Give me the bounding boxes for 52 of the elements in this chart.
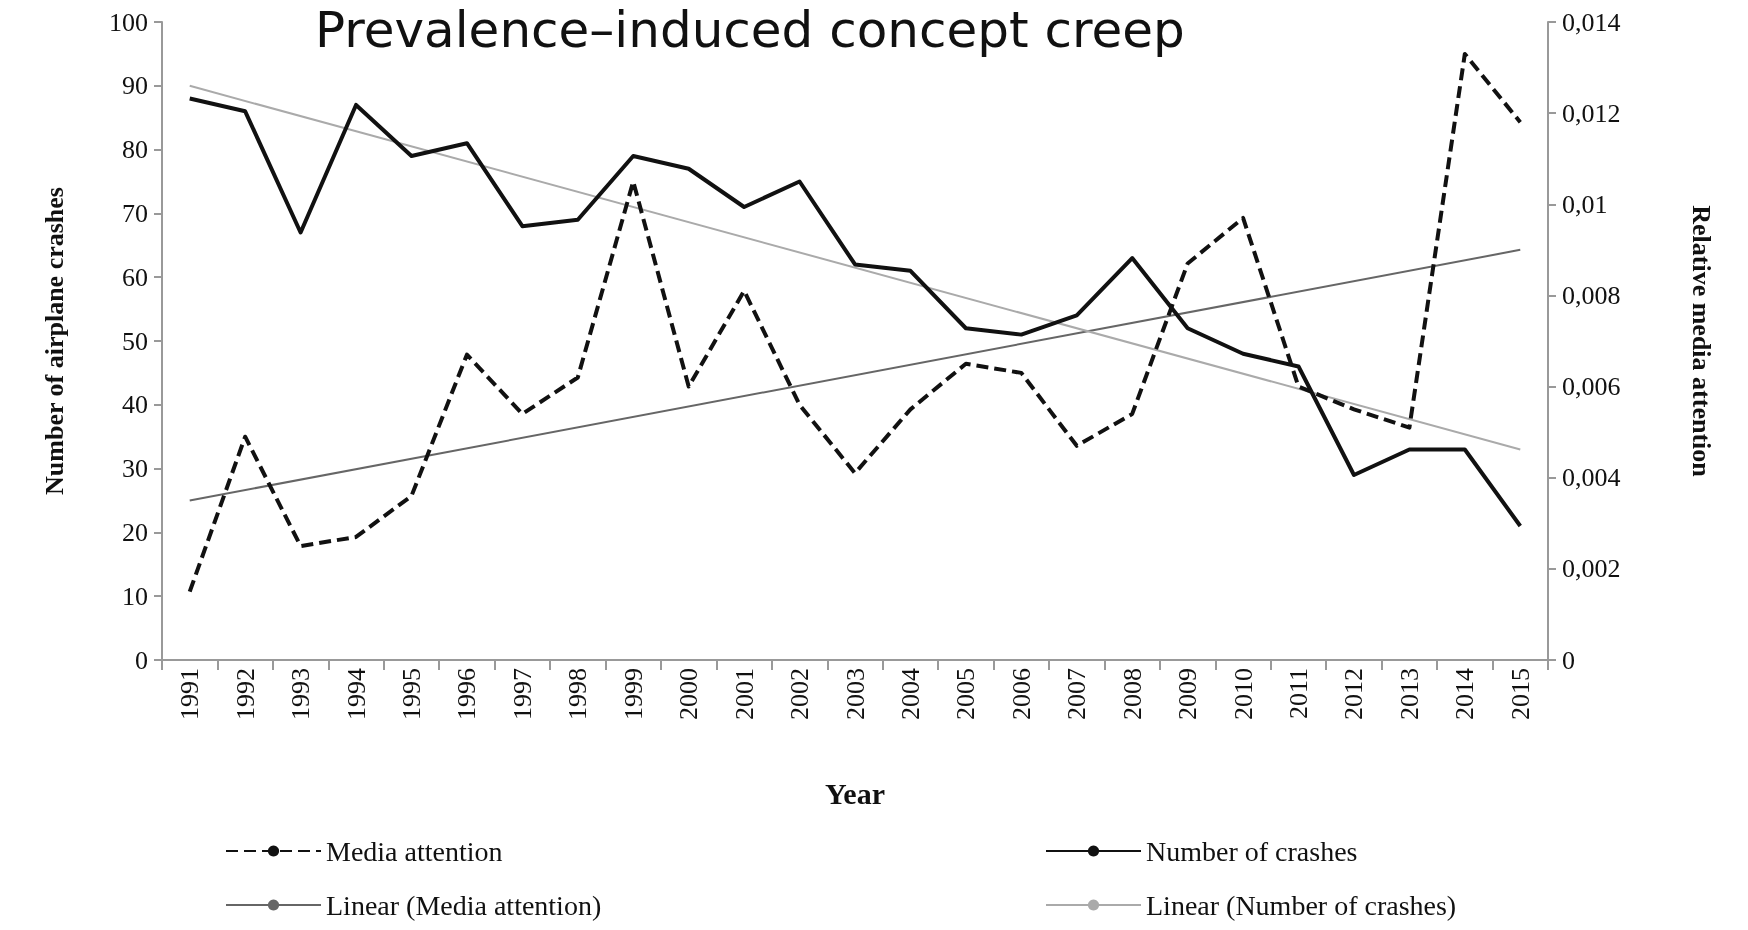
x-tick-label: 2014 — [1450, 668, 1480, 720]
y-tick-label: 100 — [109, 7, 148, 37]
x-tick-label: 1992 — [230, 668, 260, 720]
legend-label: Linear (Media attention) — [326, 889, 602, 921]
y-tick-label: 30 — [122, 454, 148, 484]
x-tick-label: 2015 — [1505, 668, 1535, 720]
y2-tick-label: 0,006 — [1562, 372, 1621, 402]
y-tick-label: 40 — [122, 390, 148, 420]
x-tick-label: 2002 — [785, 668, 815, 720]
x-tick-label: 1996 — [452, 668, 482, 720]
x-tick-label: 2012 — [1339, 668, 1369, 720]
y2-tick-label: 0,008 — [1562, 280, 1621, 310]
x-tick-label: 2000 — [674, 668, 704, 720]
legend-label: Number of crashes — [1146, 835, 1358, 867]
x-tick-label: 1995 — [396, 668, 426, 720]
x-tick-label: 1999 — [618, 668, 648, 720]
x-tick-label: 1991 — [175, 668, 205, 720]
legend-label: Media attention — [326, 835, 503, 867]
x-tick-label: 1997 — [507, 668, 537, 720]
y-tick-label: 10 — [122, 581, 148, 611]
y-tick-label: 50 — [122, 326, 148, 356]
y2-tick-label: 0,004 — [1562, 463, 1621, 493]
y2-tick-label: 0,012 — [1562, 98, 1621, 128]
x-tick-label: 2006 — [1006, 668, 1036, 720]
x-tick-label: 2003 — [840, 668, 870, 720]
y2-axis-title: Relative media attention — [1686, 205, 1716, 478]
x-tick-label: 2007 — [1062, 668, 1092, 720]
x-tick-label: 2001 — [729, 668, 759, 720]
x-tick-label: 2010 — [1228, 668, 1258, 720]
x-tick-label: 2013 — [1394, 668, 1424, 720]
y-tick-label: 0 — [135, 645, 148, 675]
x-tick-label: 2004 — [895, 668, 925, 720]
y2-tick-label: 0,01 — [1562, 189, 1608, 219]
chart-title: Prevalence–induced concept creep — [315, 1, 1185, 59]
legend-label: Linear (Number of crashes) — [1146, 889, 1457, 921]
y2-tick-label: 0,014 — [1562, 7, 1621, 37]
y2-tick-label: 0,002 — [1562, 554, 1621, 584]
x-tick-label: 1994 — [341, 668, 371, 720]
y-tick-label: 60 — [122, 262, 148, 292]
y-tick-label: 20 — [122, 517, 148, 547]
x-tick-label: 2011 — [1284, 668, 1314, 720]
y-axis-title: Number of airplane crashes — [39, 187, 69, 495]
x-tick-label: 1998 — [563, 668, 593, 720]
y-tick-label: 70 — [122, 198, 148, 228]
x-tick-label: 1993 — [286, 668, 316, 720]
x-tick-label: 2009 — [1173, 668, 1203, 720]
y-tick-label: 80 — [122, 135, 148, 165]
x-tick-label: 2005 — [951, 668, 981, 720]
x-tick-label: 2008 — [1117, 668, 1147, 720]
x-axis-title: Year — [825, 776, 885, 810]
y-tick-label: 90 — [122, 71, 148, 101]
y2-tick-label: 0 — [1562, 645, 1575, 675]
